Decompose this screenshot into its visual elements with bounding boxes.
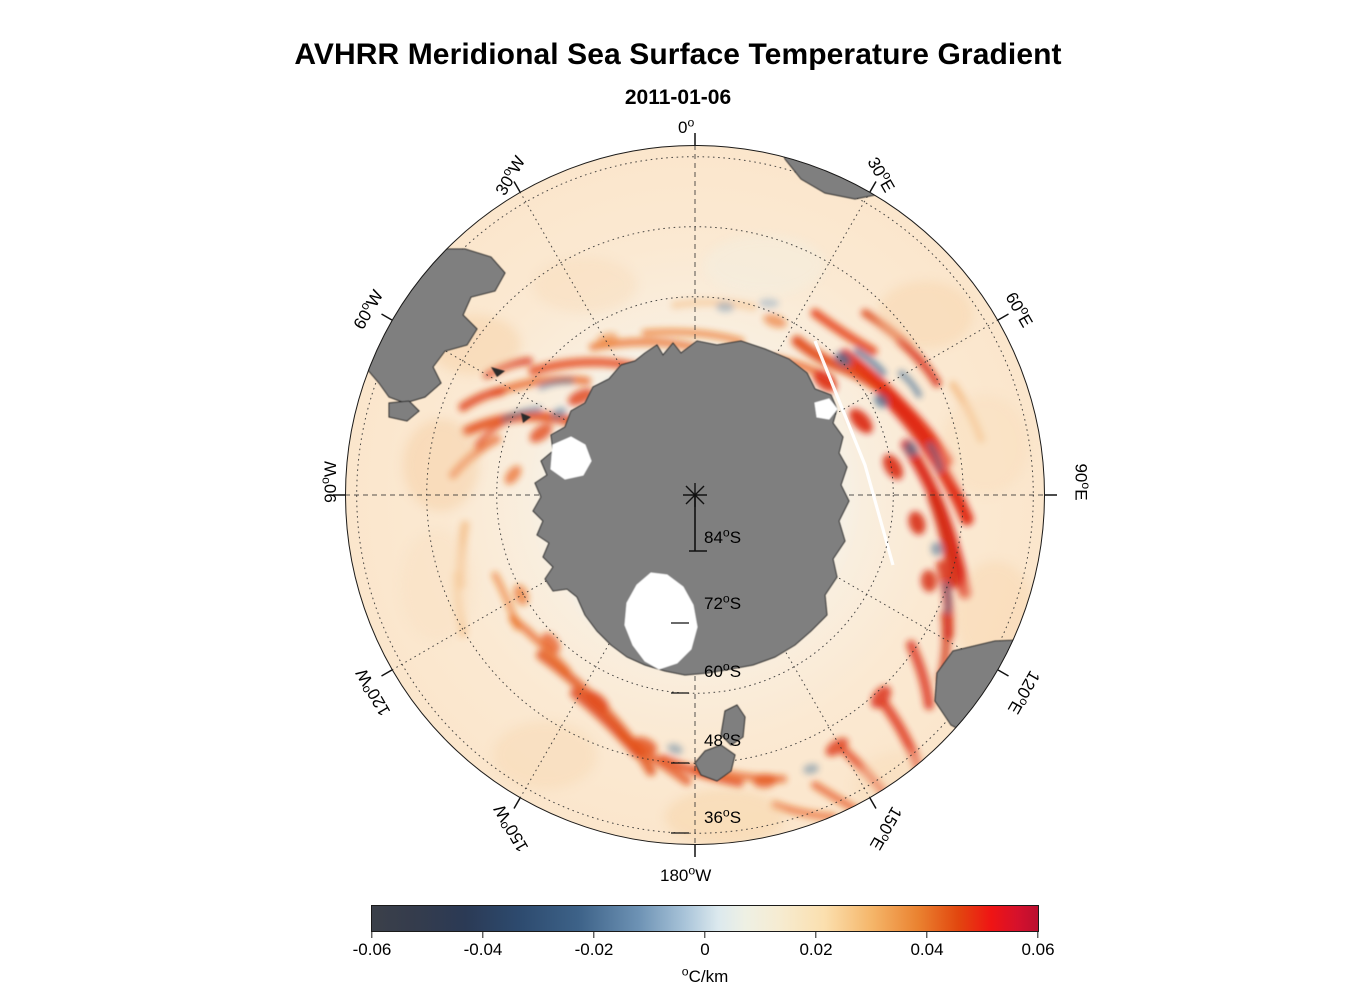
south-pole-marker [683,483,707,552]
colorbar-tick-4 [815,931,817,938]
antarctica-landmass [532,340,850,676]
amery-ice-shelf [814,398,838,420]
south-georgia-island [491,367,505,377]
south-sandwich-islands [521,413,531,423]
map-raster [345,145,1045,845]
colorbar-label-5: 0.04 [910,940,944,959]
lon-label-0: 0o [678,115,695,137]
longitude-ticks [333,133,1057,857]
page-title: AVHRR Meridional Sea Surface Temperature… [294,38,1062,71]
colorbar-tick-6 [1037,931,1039,938]
latitude-ticks [671,622,689,834]
colorbar-gradient: -0.06 -0.04 -0.02 0 0.02 0.04 0.06 [353,905,1055,959]
colorbar-tick-3 [704,931,706,938]
colorbar-label-6: 0.06 [1021,940,1055,959]
lat-label-36s: 36oS [704,805,742,827]
lat-label-60s: 60oS [704,659,742,681]
data-gap-swath [813,340,895,566]
figure-date-subtitle: 2011-01-06 [624,86,732,109]
colorbar[interactable]: -0.06 -0.04 -0.02 0 0.02 0.04 0.06 oC/km [353,905,1055,986]
lon-label-90w: 90oW [318,461,340,503]
tierra-del-fuego [388,400,420,422]
colorbar-label-0: -0.06 [352,940,392,959]
colorbar-label-3: 0 [700,940,710,959]
lon-label-90e: 90oE [1071,463,1094,501]
colorbar-tick-5 [926,931,928,938]
colorbar-label-4: 0.02 [799,940,833,959]
colorbar-tick-2 [593,931,595,938]
lon-label-180w: 180oW [660,863,712,885]
lat-label-84s: 84oS [704,525,742,547]
polar-map[interactable] [333,133,1057,857]
colorbar-label-2: -0.02 [574,940,614,959]
lat-label-48s: 48oS [704,728,742,750]
map-clip-disc [345,145,1045,845]
colorbar-units-label: oC/km [681,964,729,986]
filchner-ronne-ice-shelf [550,436,592,480]
new-zealand-north-island [720,704,746,746]
ross-ice-shelf [624,572,698,670]
colorbar-label-1: -0.04 [463,940,503,959]
colorbar-tick-0 [371,931,373,938]
colorbar-tick-1 [482,931,484,938]
lat-label-72s: 72oS [704,591,742,613]
new-zealand-south-island [694,744,736,782]
